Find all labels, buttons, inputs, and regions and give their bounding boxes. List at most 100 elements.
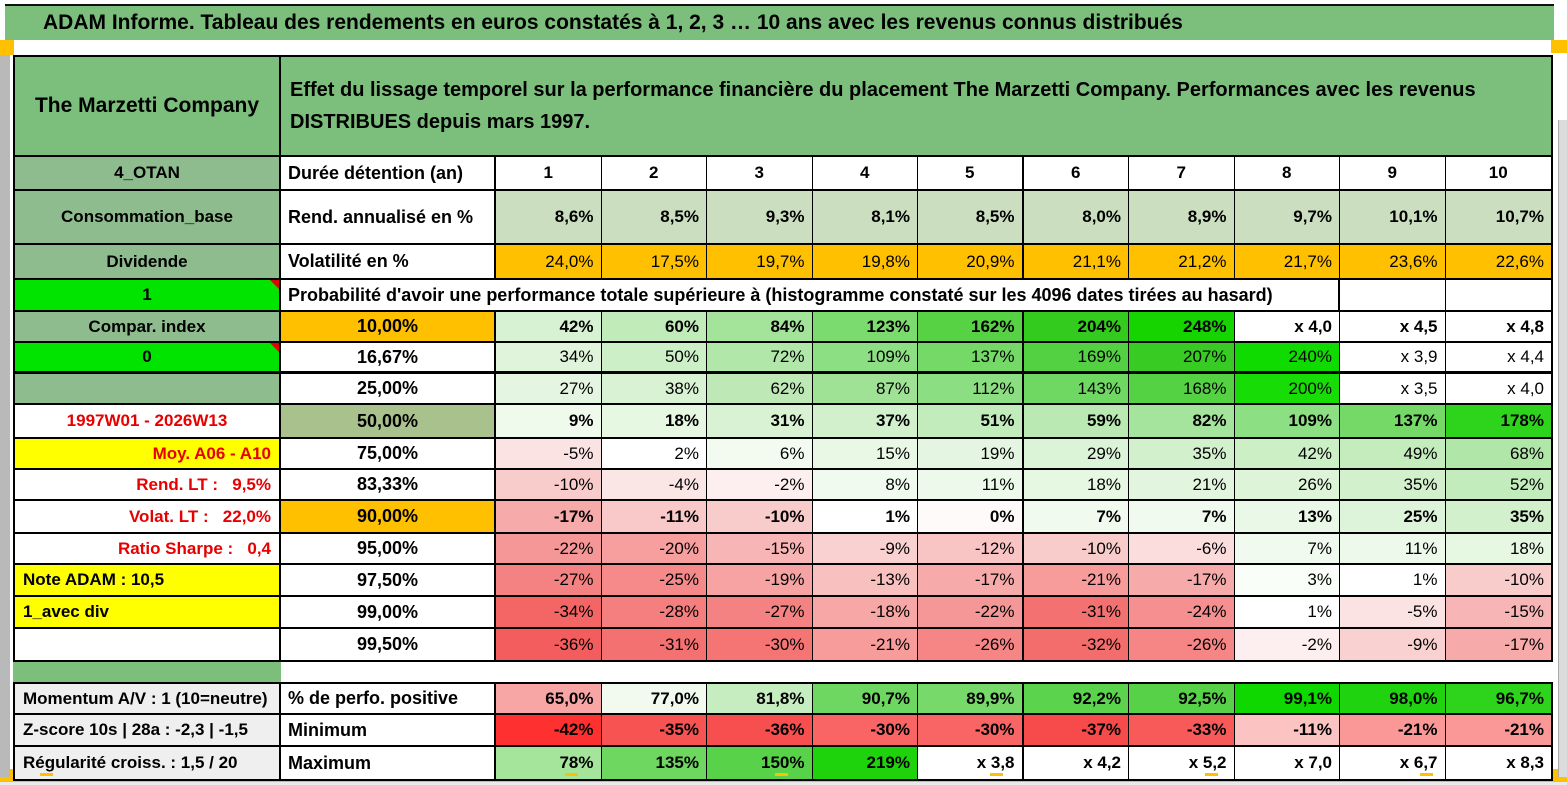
value-cell[interactable]: x 3,9	[1340, 343, 1446, 371]
value-cell[interactable]: 35%	[1129, 439, 1235, 468]
value-cell[interactable]: 92,2%	[1023, 684, 1129, 713]
value-cell[interactable]: 8%	[812, 470, 918, 499]
value-cell[interactable]: 65,0%	[496, 684, 602, 713]
row-label-cell[interactable]: 1	[15, 280, 281, 310]
value-cell[interactable]: 50%	[601, 343, 707, 371]
value-cell[interactable]: 200%	[1234, 374, 1340, 403]
value-cell[interactable]: 20,9%	[918, 245, 1024, 278]
metric-label-cell[interactable]: 99,00%	[281, 597, 496, 627]
value-cell[interactable]: 72%	[707, 343, 813, 371]
value-cell[interactable]: 82%	[1129, 405, 1235, 437]
table-description-cell[interactable]: Effet du lissage temporel sur la perform…	[281, 57, 1551, 155]
value-cell[interactable]: 51%	[918, 405, 1024, 437]
value-cell[interactable]: -36%	[496, 629, 602, 660]
value-cell[interactable]: 112%	[918, 374, 1024, 403]
value-cell[interactable]: 7%	[1023, 501, 1129, 532]
metric-label-cell[interactable]: 83,33%	[281, 470, 496, 499]
value-cell[interactable]: 135%	[601, 747, 707, 779]
value-cell[interactable]: 27%	[496, 374, 602, 403]
value-cell[interactable]: -19%	[707, 565, 813, 595]
value-cell[interactable]: 25%	[1340, 501, 1446, 532]
metric-label-cell[interactable]: Durée détention (an)	[281, 157, 496, 189]
value-cell[interactable]: 87%	[812, 374, 918, 403]
metric-label-cell[interactable]: 75,00%	[281, 439, 496, 468]
value-cell[interactable]: 240%	[1234, 343, 1340, 371]
value-cell[interactable]: -35%	[601, 715, 707, 745]
value-cell[interactable]: 4	[812, 157, 918, 189]
value-cell[interactable]: -17%	[1445, 629, 1551, 660]
value-cell[interactable]: 68%	[1445, 439, 1551, 468]
metric-label-cell[interactable]: % de perfo. positive	[281, 684, 496, 713]
value-cell[interactable]: -26%	[1129, 629, 1235, 660]
value-cell[interactable]: 21,7%	[1234, 245, 1340, 278]
metric-label-cell[interactable]: Maximum	[281, 747, 496, 779]
value-cell[interactable]: -26%	[918, 629, 1024, 660]
value-cell[interactable]: 96,7%	[1445, 684, 1551, 713]
value-cell[interactable]: -24%	[1129, 597, 1235, 627]
value-cell[interactable]: -6%	[1129, 534, 1235, 563]
row-label-cell[interactable]	[15, 374, 281, 403]
value-cell[interactable]: 13%	[1234, 501, 1340, 532]
value-cell[interactable]: -13%	[812, 565, 918, 595]
value-cell[interactable]: x 8,3	[1445, 747, 1551, 779]
value-cell[interactable]: -21%	[812, 629, 918, 660]
row-label-cell[interactable]: Note ADAM : 10,5	[15, 565, 281, 595]
metric-label-cell[interactable]: 99,50%	[281, 629, 496, 660]
value-cell[interactable]: 98,0%	[1340, 684, 1446, 713]
value-cell[interactable]: x 4,2	[1023, 747, 1129, 779]
value-cell[interactable]: x 7,0	[1234, 747, 1340, 779]
value-cell[interactable]: 35%	[1445, 501, 1551, 532]
value-cell[interactable]: 123%	[812, 312, 918, 341]
value-cell[interactable]: x 3,8	[918, 747, 1024, 779]
value-cell[interactable]: 5	[918, 157, 1024, 189]
value-cell[interactable]: 207%	[1129, 343, 1235, 371]
value-cell[interactable]: -30%	[812, 715, 918, 745]
value-cell[interactable]: 49%	[1340, 439, 1446, 468]
value-cell[interactable]: -30%	[918, 715, 1024, 745]
value-cell[interactable]: 10,7%	[1445, 191, 1551, 243]
value-cell[interactable]: -17%	[1129, 565, 1235, 595]
value-cell[interactable]: 35%	[1340, 470, 1446, 499]
value-cell[interactable]: -36%	[707, 715, 813, 745]
value-cell[interactable]: 3	[707, 157, 813, 189]
value-cell[interactable]: 21,1%	[1023, 245, 1129, 278]
value-cell[interactable]: 11%	[1340, 534, 1446, 563]
value-cell[interactable]: -2%	[707, 470, 813, 499]
value-cell[interactable]: 162%	[918, 312, 1024, 341]
value-cell[interactable]	[1340, 280, 1446, 310]
value-cell[interactable]: x 5,2	[1129, 747, 1235, 779]
value-cell[interactable]: 1%	[812, 501, 918, 532]
value-cell[interactable]: 26%	[1234, 470, 1340, 499]
metric-label-cell[interactable]: 25,00%	[281, 374, 496, 403]
row-label-cell[interactable]: Régularité croiss. : 1,5 / 20	[15, 747, 281, 779]
value-cell[interactable]: x 3,5	[1340, 374, 1446, 403]
value-cell[interactable]: 10	[1445, 157, 1551, 189]
value-cell[interactable]: 8,0%	[1023, 191, 1129, 243]
value-cell[interactable]: -15%	[1445, 597, 1551, 627]
row-label-cell[interactable]: Dividende	[15, 245, 281, 278]
value-cell[interactable]: 18%	[1445, 534, 1551, 563]
value-cell[interactable]: 21%	[1129, 470, 1235, 499]
value-cell[interactable]: x 4,0	[1445, 374, 1551, 403]
value-cell[interactable]: 92,5%	[1129, 684, 1235, 713]
value-cell[interactable]: 219%	[812, 747, 918, 779]
value-cell[interactable]: 109%	[1234, 405, 1340, 437]
value-cell[interactable]: 78%	[496, 747, 602, 779]
value-cell[interactable]: 19,7%	[707, 245, 813, 278]
value-cell[interactable]: -27%	[496, 565, 602, 595]
value-cell[interactable]: -10%	[1445, 565, 1551, 595]
value-cell[interactable]: -28%	[601, 597, 707, 627]
value-cell[interactable]: 8,1%	[812, 191, 918, 243]
value-cell[interactable]	[1445, 280, 1551, 310]
value-cell[interactable]: 18%	[1023, 470, 1129, 499]
company-name-cell[interactable]: The Marzetti Company	[15, 57, 281, 155]
value-cell[interactable]: -31%	[601, 629, 707, 660]
value-cell[interactable]: 169%	[1023, 343, 1129, 371]
value-cell[interactable]: 6	[1023, 157, 1129, 189]
value-cell[interactable]: 137%	[918, 343, 1024, 371]
value-cell[interactable]: 21,2%	[1129, 245, 1235, 278]
value-cell[interactable]: 60%	[601, 312, 707, 341]
row-label-cell[interactable]: Momentum A/V : 1 (10=neutre)	[15, 684, 281, 713]
value-cell[interactable]: -32%	[1023, 629, 1129, 660]
value-cell[interactable]: 84%	[707, 312, 813, 341]
